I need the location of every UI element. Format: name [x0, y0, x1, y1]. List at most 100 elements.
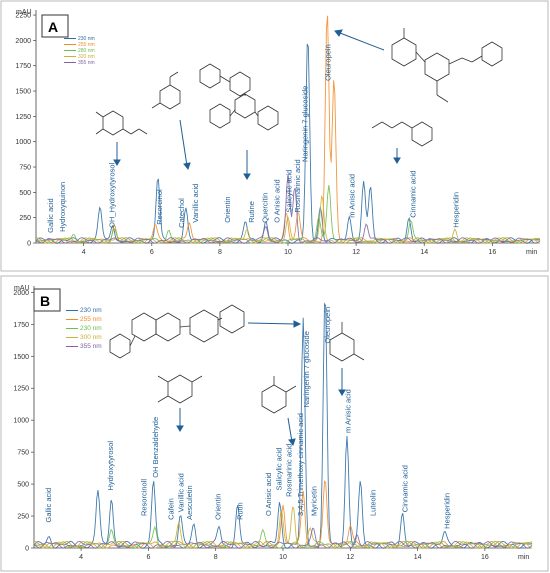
structure-rutin-icon [199, 63, 279, 131]
structure-cinnamic-icon [371, 121, 433, 147]
y-tick-label: 1000 [15, 139, 31, 146]
trace-320-nm [35, 194, 540, 244]
peak-label: 3,4,5 Trimethoxy cinnamic acid [296, 413, 305, 516]
legend-entry: 230 nm [80, 307, 102, 314]
x-axis-title: min [526, 249, 537, 256]
peak-label: Cinnamic acid [409, 171, 418, 218]
y-axis-title: mAU [14, 285, 30, 292]
peak-label: Resorcinol [155, 189, 164, 225]
peak-label: Gallic acid [44, 488, 53, 523]
x-tick-label: 6 [146, 554, 150, 561]
peak-label: Vanillic acid [177, 473, 186, 512]
x-tick-label: 14 [414, 554, 422, 561]
y-tick-label: 2000 [13, 290, 29, 297]
legend-entry: 355 nm [80, 343, 102, 350]
peak-label: Cafein [167, 498, 176, 520]
structure-vanillic-icon [157, 374, 203, 404]
panel-a-axes: 0 250 500 750 1000 1250 1500 1750 2000 2250 4 6 8 10 1… [15, 9, 540, 256]
x-axis-title: min [518, 554, 529, 561]
peak-label: Oleuropein [324, 44, 333, 81]
peak-label: Oleuropein [323, 307, 332, 344]
peak-label: Rutine [247, 201, 256, 223]
peak-label: O Anisic acid [272, 179, 281, 222]
trace-355-nm [33, 527, 533, 549]
peak-label: m Anisic acid [343, 389, 352, 433]
peak-label: Myricetin [310, 486, 319, 516]
x-tick-label: 6 [150, 249, 154, 256]
x-tick-label: 4 [82, 249, 86, 256]
structure-salicylic-icon [261, 376, 297, 414]
panel-a-letter-box [41, 14, 69, 38]
y-tick-label: 750 [19, 165, 31, 172]
peak-label: Vanillic acid [191, 184, 200, 223]
y-tick-label: 2000 [15, 38, 31, 45]
y-tick-label: 250 [19, 215, 31, 222]
legend-entry: 230 nm [78, 36, 95, 42]
panel-a-traces [35, 15, 541, 244]
x-tick-label: 4 [79, 554, 83, 561]
panel-a-letter: A [48, 19, 58, 35]
peak-label: OH_Hydroxytyrosol [107, 162, 116, 227]
peak-label: Orientin [214, 494, 223, 520]
legend-entry: 300 nm [80, 334, 102, 341]
structure-hydroxytyrosol-icon [95, 110, 148, 136]
y-tick-label: 0 [25, 546, 29, 553]
y-tick-label: 0 [27, 241, 31, 248]
peak-label: Rosmarinic acid [293, 159, 302, 212]
x-tick-label: 8 [218, 249, 222, 256]
peak-label: Hesperidin [443, 493, 452, 529]
y-tick-label: 250 [17, 514, 29, 521]
panel-a-frame [0, 0, 549, 272]
peak-label: O Anisic acid [264, 473, 273, 516]
legend-entry: 255 nm [80, 316, 102, 323]
structure-m-anisic-icon [329, 322, 365, 362]
peak-label: Luteolin [369, 490, 378, 516]
peak-label: Aesculetin [185, 485, 194, 520]
y-tick-label: 2250 [15, 13, 31, 20]
peak-label: Hesperidin [451, 192, 460, 228]
trace-355-nm [35, 174, 541, 244]
peak-label: Orientin [223, 196, 232, 222]
panel-b-letter: B [40, 293, 50, 309]
peak-label: Rosmarinic acid [284, 444, 293, 497]
peak-label: Hydroxytyrosol [106, 441, 115, 491]
y-tick-label: 750 [17, 450, 29, 457]
legend-entry: 255 nm [78, 42, 95, 48]
y-tick-label: 1750 [15, 63, 31, 70]
y-tick-label: 1250 [15, 114, 31, 121]
peak-label: Gallic acid [46, 198, 55, 233]
legend-entry: 355 nm [78, 60, 95, 66]
peak-label: Naringenin 7 glucoside [302, 331, 311, 407]
peak-label: OH Benzaldehyde [151, 417, 160, 478]
y-tick-label: 1250 [13, 386, 29, 393]
y-tick-label: 1000 [13, 418, 29, 425]
structure-naringenin-icon [109, 304, 245, 359]
legend-entry: 230 nm [80, 325, 102, 332]
legend-entry: 280 nm [78, 48, 95, 54]
panel-b: B 230 nm 255 nm 230 nm 300 nm 355 nm 0 250 500… [0, 275, 549, 572]
x-tick-label: 10 [279, 554, 287, 561]
peak-label: Quercitin [261, 193, 270, 223]
peak-label: Resorcinoll [140, 479, 149, 516]
y-axis-title: mAU [16, 9, 32, 16]
panel-a-peak-labels: Gallic acid Hydroxyquinon OH_Hydroxytyroso… [46, 44, 460, 233]
x-tick-label: 12 [346, 554, 354, 561]
x-tick-label: 12 [352, 249, 360, 256]
x-tick-label: 8 [214, 554, 218, 561]
panel-b-frame [0, 275, 549, 572]
peak-label: Rutin [236, 502, 245, 520]
y-tick-label: 500 [17, 482, 29, 489]
x-tick-label: 16 [488, 249, 496, 256]
y-tick-label: 1500 [15, 89, 31, 96]
x-tick-label: 10 [284, 249, 292, 256]
panel-b-arrows [176, 320, 346, 447]
structure-hydroxybenzoic-icon [151, 71, 181, 110]
peak-label: Salicylic acid [284, 170, 293, 213]
peak-label: m Anisic acid [347, 174, 356, 218]
panel-b-axes: 0 250 500 750 1000 1250 1500 1750 2000 4 6 8 10 12 14 1… [13, 285, 532, 561]
y-tick-label: 500 [19, 190, 31, 197]
